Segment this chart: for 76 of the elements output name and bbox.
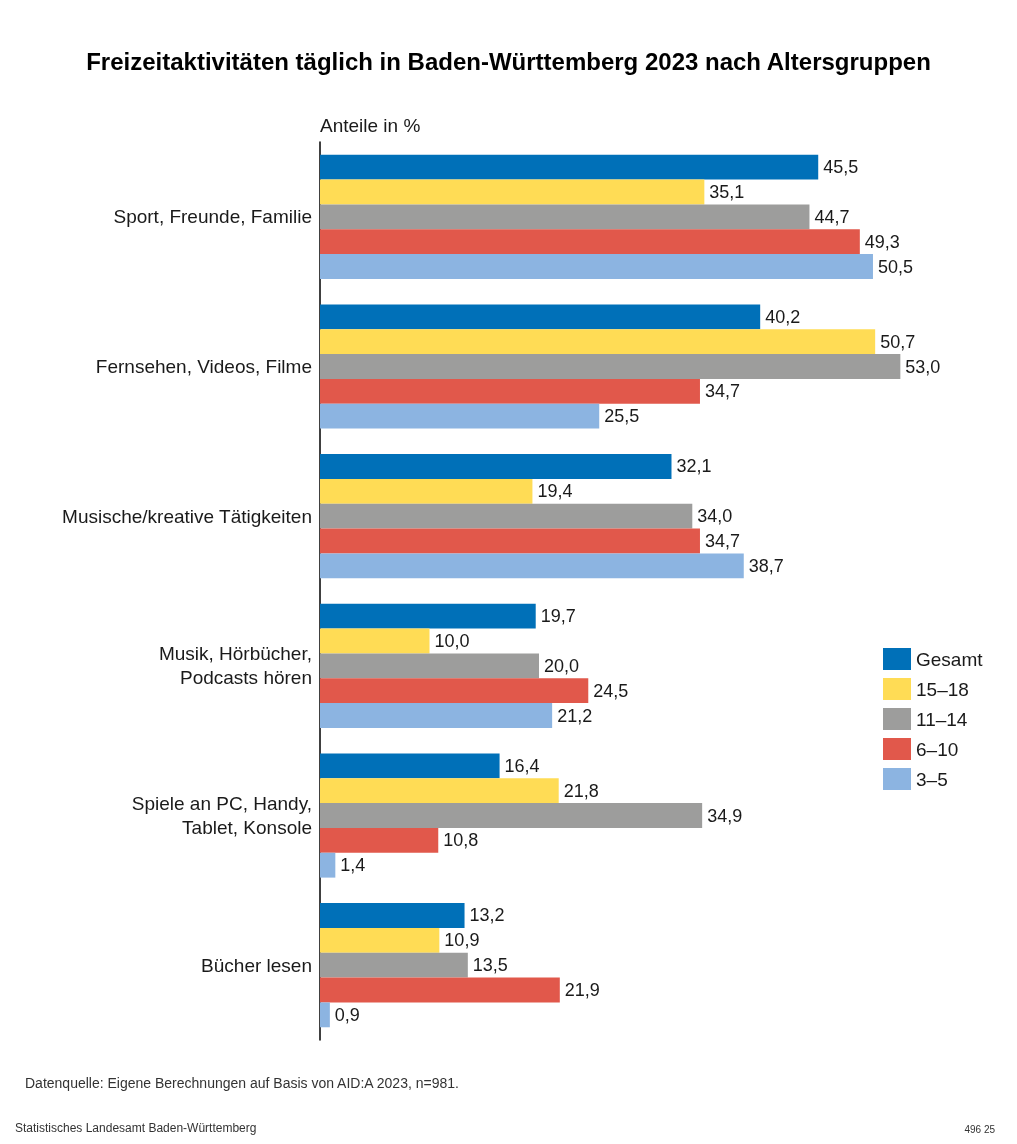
bar (320, 304, 761, 330)
bar (320, 179, 705, 205)
legend-label: 11–14 (916, 708, 968, 730)
data-label: 10,0 (434, 630, 470, 651)
data-label: 35,1 (709, 181, 745, 202)
bar (320, 1002, 330, 1028)
data-label: 13,5 (472, 955, 508, 976)
bar (320, 154, 819, 180)
y-tick-label: Musische/kreative Tätigkeiten (62, 505, 312, 527)
legend-label: 3–5 (916, 768, 948, 790)
data-label: 32,1 (676, 456, 712, 477)
data-label: 40,2 (765, 306, 801, 327)
bar (320, 803, 703, 828)
bar (320, 454, 672, 479)
legend-label: 6–10 (916, 738, 959, 760)
bar (320, 329, 876, 355)
bar (320, 403, 600, 429)
bar (320, 628, 430, 654)
bar (320, 952, 468, 978)
bar (320, 378, 700, 404)
bar (320, 977, 560, 1003)
bar (320, 603, 536, 629)
data-label: 50,7 (880, 331, 916, 352)
data-label: 34,7 (704, 531, 741, 552)
y-tick-label: Musik, Hörbücher, Podcasts hören (158, 643, 312, 689)
bar (320, 778, 559, 804)
y-tick-label: Spiele an PC, Handy, Tablet, Konsole (131, 793, 312, 838)
y-tick-label: Bücher lesen (201, 954, 312, 976)
legend-label: Gesamt (916, 648, 984, 670)
text: Datenquelle: Eigene Berechnungen auf Basis von AID:A 2023, n=981. (25, 1075, 459, 1091)
data-label: 10,9 (444, 930, 480, 951)
data-label: 1,4 (340, 855, 366, 876)
text: Statistisches Landesamt Baden-Württemberg (15, 1121, 257, 1135)
bar (320, 553, 744, 579)
bar (320, 254, 873, 279)
bar (320, 703, 553, 728)
data-label: 34,0 (697, 506, 733, 527)
data-label: 53,0 (905, 356, 941, 377)
data-label: 38,7 (748, 555, 784, 576)
bar (320, 903, 465, 928)
data-label: 34,7 (704, 381, 741, 402)
bar (320, 229, 860, 255)
y-tick-label: Sport, Freunde, Familie (113, 206, 312, 228)
bar (320, 852, 336, 878)
data-label: 19,4 (537, 481, 573, 502)
bar (320, 927, 440, 953)
data-label: 19,7 (540, 606, 576, 627)
bar (320, 827, 439, 853)
bar (320, 678, 589, 704)
bar (320, 753, 500, 779)
data-label: 16,4 (504, 755, 540, 776)
data-label: 50,5 (877, 256, 914, 277)
bar (320, 478, 533, 504)
data-label: 10,8 (443, 830, 479, 851)
data-label: 21,8 (563, 780, 599, 801)
data-label: 21,2 (557, 705, 593, 726)
x-axis-title: Anteile in % (320, 115, 421, 136)
data-label: 44,7 (814, 206, 850, 227)
data-label: 45,5 (823, 157, 859, 178)
bar (320, 503, 693, 529)
text: 496 25 (964, 1123, 996, 1135)
data-label: 13,2 (469, 905, 505, 926)
data-label: 24,5 (593, 680, 629, 701)
data-label: 34,9 (707, 805, 743, 826)
data-label: 20,0 (544, 655, 580, 676)
bar (320, 528, 700, 554)
legend-label: 15–18 (916, 678, 969, 700)
data-label: 21,9 (564, 980, 600, 1001)
chart-title: Freizeitaktivitäten täglich in Baden-Württemberg 2023 nach Altersgruppen (86, 47, 931, 75)
y-tick-label: Fernsehen, Videos, Filme (95, 356, 312, 377)
bar (320, 653, 539, 679)
data-label: 25,5 (604, 406, 640, 427)
bar (320, 354, 901, 379)
data-label: 0,9 (334, 1004, 360, 1025)
data-label: 49,3 (864, 231, 900, 252)
bar (320, 204, 810, 230)
